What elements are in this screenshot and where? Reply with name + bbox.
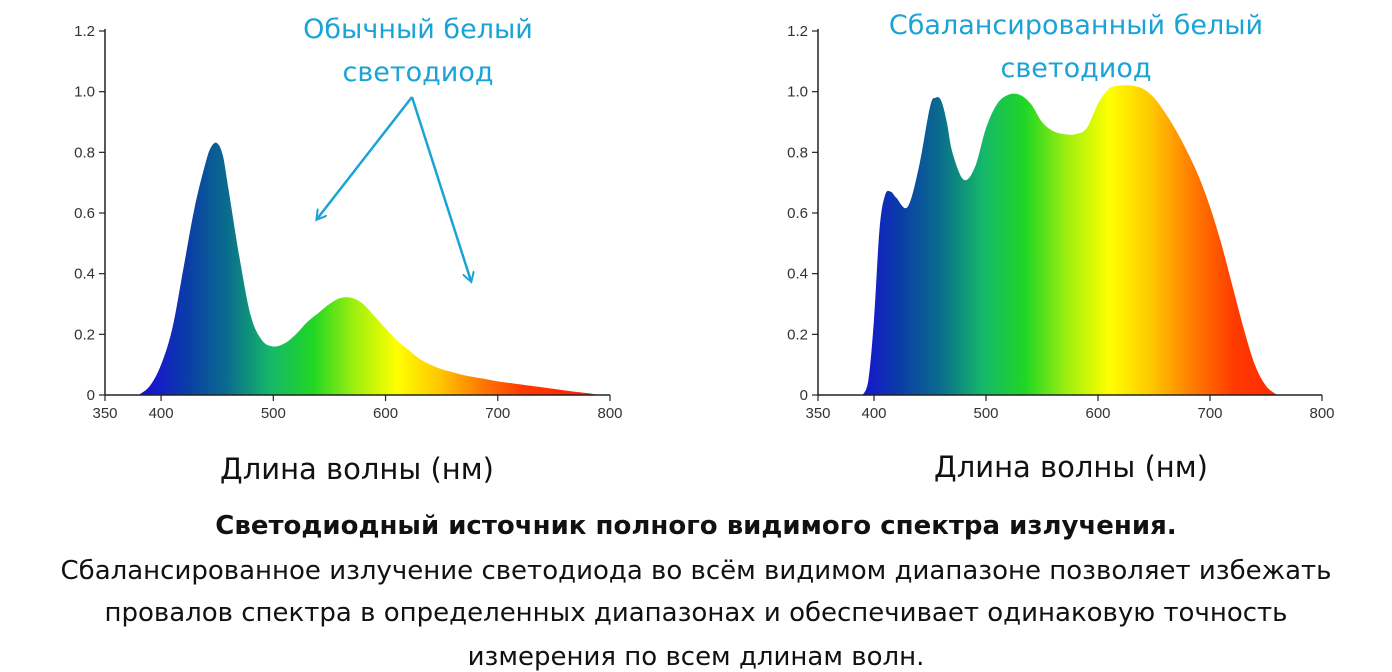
caption-line-1: Сбалансированное излучение светодиода во… xyxy=(60,556,1332,586)
y-tick-label: 0.4 xyxy=(787,266,808,283)
axes-standard: 0 0.2 0.4 0.6 0.8 1.0 1.2 350 400 500 600 700 800 xyxy=(74,23,622,422)
y-tick-label: 0.4 xyxy=(74,266,95,283)
spectrum-area-balanced xyxy=(862,85,1278,396)
x-tick-label: 400 xyxy=(149,405,174,422)
y-tick-label: 1.0 xyxy=(74,84,95,101)
x-tick-label: 350 xyxy=(92,405,117,422)
x-axis-label-standard: Длина волны (нм) xyxy=(220,452,494,486)
x-axis-label-balanced: Длина волны (нм) xyxy=(934,450,1208,484)
y-tick-label: 0.8 xyxy=(787,144,808,161)
chart-standard-led: 0 0.2 0.4 0.6 0.8 1.0 1.2 350 400 500 600 700 800 Об… xyxy=(74,14,622,486)
x-tick-label: 700 xyxy=(485,405,510,422)
y-tick-label: 0.2 xyxy=(787,326,808,343)
x-tick-label: 800 xyxy=(1309,405,1334,422)
x-tick-label: 600 xyxy=(373,405,398,422)
y-tick-label: 0.6 xyxy=(787,205,808,222)
annotation-arrow-right xyxy=(410,96,471,281)
y-tick-label: 0.6 xyxy=(74,205,95,222)
chart-balanced-led: 0 0.2 0.4 0.6 0.8 1.0 1.2 350 400 500 600 700 800 Сб… xyxy=(787,10,1334,484)
annotation-line-2: светодиод xyxy=(342,57,493,88)
spectrum-charts: 0 0.2 0.4 0.6 0.8 1.0 1.2 350 400 500 600 700 800 Об… xyxy=(74,10,1334,486)
caption-line-2: провалов спектра в определенных диапазон… xyxy=(104,598,1288,628)
x-tick-label: 350 xyxy=(805,405,830,422)
annotation-arrow-left xyxy=(317,96,413,219)
y-tick-label: 0 xyxy=(87,387,95,404)
annotation-line-2: светодиод xyxy=(1000,53,1151,84)
x-tick-label: 600 xyxy=(1085,405,1110,422)
x-tick-label: 500 xyxy=(973,405,998,422)
caption-title: Светодиодный источник полного видимого с… xyxy=(215,511,1177,541)
y-tick-label: 1.2 xyxy=(787,23,808,40)
x-tick-label: 700 xyxy=(1197,405,1222,422)
annotation-line-1: Обычный белый xyxy=(303,14,533,45)
x-tick-label: 500 xyxy=(261,405,286,422)
x-tick-label: 800 xyxy=(597,405,622,422)
y-tick-label: 0 xyxy=(800,387,808,404)
caption-line-3: измерения по всем длинам волн. xyxy=(467,642,925,672)
axes-balanced: 0 0.2 0.4 0.6 0.8 1.0 1.2 350 400 500 600 700 800 xyxy=(787,23,1334,422)
spectrum-area-standard xyxy=(138,142,599,395)
y-tick-label: 1.0 xyxy=(787,84,808,101)
annotation-line-1: Сбалансированный белый xyxy=(889,10,1263,41)
y-tick-label: 0.2 xyxy=(74,326,95,343)
y-tick-label: 1.2 xyxy=(74,23,95,40)
x-tick-label: 400 xyxy=(861,405,886,422)
y-tick-label: 0.8 xyxy=(74,144,95,161)
